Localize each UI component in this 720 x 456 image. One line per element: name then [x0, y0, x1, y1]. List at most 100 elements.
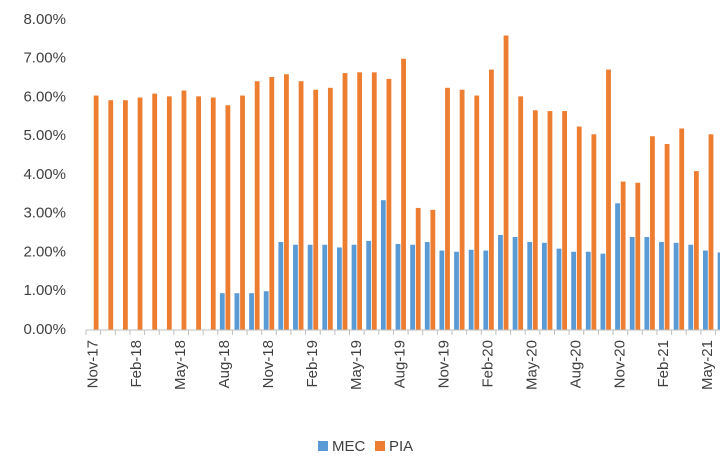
bar [254, 81, 260, 330]
bar [342, 73, 348, 331]
x-tick-label: Feb-20 [480, 340, 497, 388]
legend-label: PIA [389, 438, 413, 455]
bar [532, 110, 538, 330]
bar [307, 244, 313, 330]
bar [664, 144, 670, 330]
bar [629, 237, 635, 330]
bar [679, 128, 685, 330]
bar [585, 251, 591, 330]
x-tick-label: Nov-17 [84, 340, 101, 388]
bar [351, 244, 357, 330]
bar [166, 96, 172, 331]
bar [659, 242, 664, 330]
bar [298, 81, 304, 330]
bar [225, 105, 231, 330]
bar [366, 240, 372, 330]
bar [459, 89, 465, 330]
bar [717, 252, 720, 330]
y-tick-label: 7.00% [23, 50, 66, 67]
bar [337, 247, 342, 330]
bar [474, 95, 480, 330]
bar [620, 181, 626, 330]
bar [503, 35, 509, 330]
bar [445, 87, 450, 330]
y-tick-label: 1.00% [23, 282, 66, 299]
x-tick-label: Feb-19 [304, 340, 321, 388]
bar [234, 293, 240, 330]
bar [278, 242, 284, 330]
bar [615, 203, 620, 330]
bar [313, 89, 319, 330]
legend-swatch [375, 441, 385, 451]
bar [152, 93, 158, 330]
x-tick-label: Aug-18 [216, 340, 233, 388]
bar [415, 207, 421, 330]
bar [541, 242, 547, 330]
bar [600, 253, 606, 330]
bar [693, 171, 699, 330]
legend-label: MEC [332, 438, 366, 455]
bar [357, 72, 363, 330]
bar [547, 111, 553, 330]
bar [591, 134, 597, 330]
bar [284, 74, 289, 330]
y-tick-label: 4.00% [23, 166, 66, 183]
bar [512, 237, 518, 330]
x-tick-label: Nov-19 [436, 340, 453, 388]
x-tick-label: May-19 [348, 340, 365, 390]
bar [518, 96, 524, 331]
y-tick-label: 8.00% [23, 11, 66, 28]
bar [395, 243, 401, 330]
bar [196, 96, 201, 331]
y-tick-label: 6.00% [23, 88, 66, 105]
bar [380, 200, 386, 330]
bar [673, 242, 679, 330]
bar [527, 242, 533, 330]
bar [644, 237, 650, 330]
bar [240, 95, 245, 330]
bar [219, 293, 225, 330]
bar [210, 97, 216, 330]
bar [606, 69, 611, 330]
x-tick-label: Nov-20 [611, 340, 628, 388]
bar [269, 76, 275, 331]
bar [576, 126, 582, 330]
bar [483, 250, 489, 330]
bar [439, 250, 445, 330]
y-tick-label: 3.00% [23, 205, 66, 222]
x-tick-label: May-21 [699, 340, 716, 390]
bar [401, 58, 406, 330]
bar [410, 244, 415, 330]
bar [108, 100, 114, 331]
x-tick-label: Aug-19 [392, 340, 409, 388]
bar [562, 111, 567, 330]
bar [249, 293, 254, 330]
bar [635, 182, 641, 330]
x-tick-label: Nov-18 [260, 340, 277, 388]
bar [708, 134, 714, 330]
x-tick-label: May-20 [523, 340, 540, 390]
y-tick-label: 2.00% [23, 243, 66, 260]
x-tick-label: May-18 [172, 340, 189, 390]
bar [468, 249, 474, 330]
bar [137, 97, 143, 330]
bar [386, 78, 392, 331]
bar [703, 250, 708, 330]
y-tick-label: 0.00% [23, 321, 66, 338]
bar [181, 90, 187, 331]
y-tick-label: 5.00% [23, 127, 66, 144]
bar [489, 69, 494, 330]
bar [322, 244, 328, 330]
bar [556, 248, 562, 330]
bar [430, 209, 436, 330]
x-tick-label: Feb-18 [128, 340, 145, 388]
bar [650, 136, 655, 330]
bar [327, 87, 333, 330]
bar [123, 100, 128, 331]
bar [688, 244, 694, 330]
bar [571, 251, 577, 330]
legend-swatch [318, 441, 328, 451]
x-tick-label: Aug-20 [567, 340, 584, 388]
bar [371, 72, 377, 330]
